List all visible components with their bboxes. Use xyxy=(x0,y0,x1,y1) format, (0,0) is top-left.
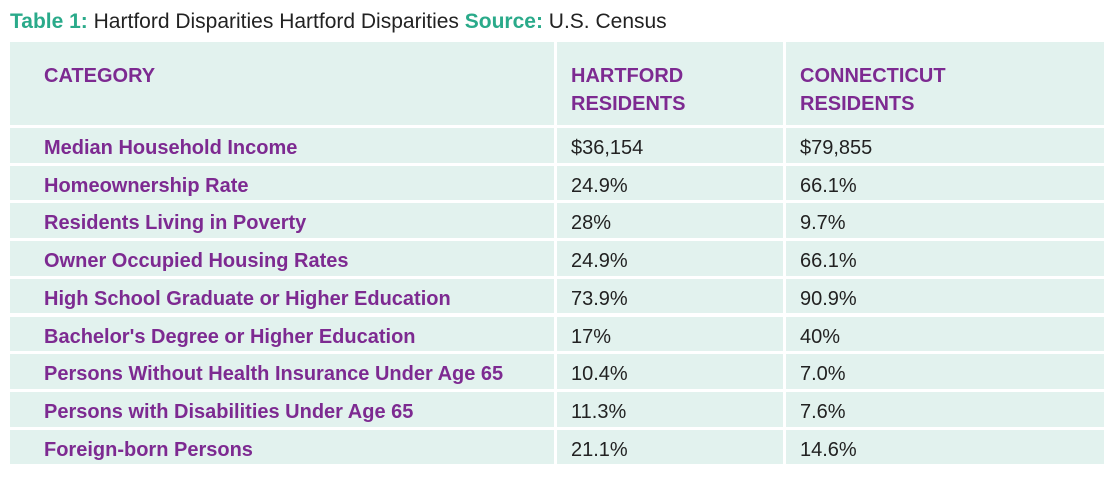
row-category: Persons Without Health Insurance Under A… xyxy=(10,354,554,389)
hartford-value: 21.1% xyxy=(557,429,783,465)
row-category: Owner Occupied Housing Rates xyxy=(10,241,554,276)
row-category: Median Household Income xyxy=(10,128,554,163)
caption-label: Table 1: xyxy=(10,10,88,33)
header-hartford-line: HARTFORD xyxy=(571,65,684,87)
hartford-value: 24.9% xyxy=(557,241,783,276)
connecticut-value: 14.6% xyxy=(786,429,1104,465)
connecticut-value: $79,855 xyxy=(786,128,1104,163)
row-category: High School Graduate or Higher Education xyxy=(10,278,554,314)
connecticut-value: 9.7% xyxy=(786,203,1104,239)
row-category: Bachelor's Degree or Higher Education xyxy=(10,316,554,352)
table-caption: Table 1: Hartford Disparities Hartford D… xyxy=(10,9,667,35)
connecticut-value: 40% xyxy=(786,316,1104,352)
caption-source-label: Source: xyxy=(464,10,543,33)
header-connecticut-line: CONNECTICUT xyxy=(800,65,946,87)
connecticut-value: 66.1% xyxy=(786,165,1104,201)
header-hartford-line: RESIDENTS xyxy=(571,93,686,115)
connecticut-value: 7.0% xyxy=(786,354,1104,389)
data-table: CATEGORY HARTFORD RESIDENTS CONNECTICUT RESI… xyxy=(10,42,1104,467)
header-connecticut: CONNECTICUT RESIDENTS xyxy=(786,42,1104,125)
header-category-line: CATEGORY xyxy=(44,65,156,87)
caption-source: U.S. Census xyxy=(548,10,667,33)
hartford-value: 28% xyxy=(557,203,783,239)
header-hartford: HARTFORD RESIDENTS xyxy=(557,42,783,125)
hartford-value: $36,154 xyxy=(557,128,783,163)
caption-title: Hartford Disparities Hartford Disparitie… xyxy=(93,10,459,33)
header-category: CATEGORY xyxy=(10,42,554,125)
row-category: Persons with Disabilities Under Age 65 xyxy=(10,391,554,427)
row-category: Foreign-born Persons xyxy=(10,429,554,465)
header-connecticut-line: RESIDENTS xyxy=(800,93,915,115)
row-category: Homeownership Rate xyxy=(10,165,554,201)
hartford-value: 10.4% xyxy=(557,354,783,389)
connecticut-value: 66.1% xyxy=(786,241,1104,276)
connecticut-value: 90.9% xyxy=(786,278,1104,314)
hartford-value: 17% xyxy=(557,316,783,352)
hartford-value: 24.9% xyxy=(557,165,783,201)
connecticut-value: 7.6% xyxy=(786,391,1104,427)
hartford-value: 11.3% xyxy=(557,391,783,427)
hartford-value: 73.9% xyxy=(557,278,783,314)
row-category: Residents Living in Poverty xyxy=(10,203,554,239)
